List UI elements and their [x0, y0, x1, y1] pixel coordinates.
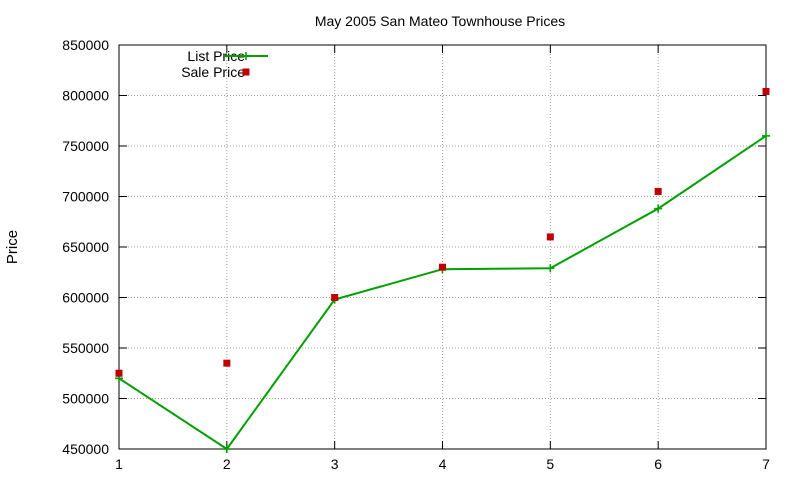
y-axis-label: Price: [4, 230, 21, 264]
sale-price-point: [439, 263, 446, 271]
x-tick-label: 2: [223, 456, 231, 472]
x-tick-label: 3: [331, 456, 339, 472]
sale-price-point: [331, 294, 339, 301]
y-tick-label: 500000: [62, 391, 109, 407]
sale-price-point: [115, 369, 123, 377]
legend-label-sale-price: Sale Price: [181, 64, 245, 80]
y-tick-label: 850000: [62, 37, 109, 53]
legend-marker-list-price: [242, 52, 250, 60]
chart-title: May 2005 San Mateo Townhouse Prices: [315, 13, 565, 29]
sale-price-point: [223, 359, 231, 367]
series-layer: [115, 87, 770, 453]
y-tick-label: 750000: [62, 138, 109, 154]
grid-lines: [119, 45, 766, 449]
sale-price-point: [654, 187, 662, 195]
list-price-point: [654, 204, 663, 213]
y-tick-label: 450000: [62, 441, 109, 457]
y-tick-label: 550000: [62, 340, 109, 356]
y-tick-label: 700000: [62, 189, 109, 205]
x-tick-label: 6: [654, 456, 662, 472]
sale-price-point: [762, 87, 770, 95]
x-tick-label: 1: [115, 456, 123, 472]
y-tick-label: 800000: [62, 88, 109, 104]
y-tick-label: 600000: [62, 290, 109, 306]
legend-marker-sale-price: [242, 68, 250, 76]
axis-ticks: 450000 500000 550000 600000 650000 700000 7500…: [62, 37, 770, 472]
legend-label-list-price: List Price: [187, 48, 245, 64]
list-price-point: [762, 131, 770, 140]
x-tick-label: 4: [439, 456, 447, 472]
y-tick-label: 650000: [62, 239, 109, 255]
list-price-point: [546, 264, 555, 273]
x-tick-label: 7: [762, 456, 770, 472]
list-price-point: [222, 445, 231, 453]
x-tick-label: 5: [546, 456, 554, 472]
sale-price-point: [546, 233, 554, 241]
sale-price-series: [115, 87, 770, 377]
